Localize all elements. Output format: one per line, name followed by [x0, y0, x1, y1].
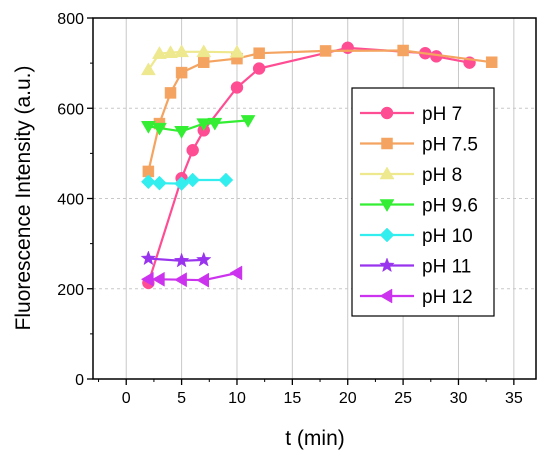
data-point [218, 172, 234, 188]
data-point [174, 44, 190, 58]
legend-label: pH 7.5 [422, 135, 478, 156]
data-point [151, 271, 165, 287]
data-point [140, 121, 156, 134]
legend-label: pH 8 [422, 165, 462, 186]
data-point [164, 87, 177, 99]
data-point [141, 174, 156, 190]
data-point [397, 44, 409, 57]
data-point [140, 250, 157, 266]
y-tick-label: 400 [57, 192, 84, 209]
legend-marker [380, 106, 394, 120]
series-line [147, 49, 492, 172]
axis-layer: 0 5 10 15 20 25 30 35 0 200 400 600 800 [57, 11, 523, 407]
data-point [174, 176, 189, 191]
series-3 [140, 115, 256, 139]
data-point [485, 56, 498, 68]
y-tick-label: 800 [57, 11, 84, 28]
x-tick-label: 0 [122, 390, 131, 407]
legend-marker [379, 227, 395, 243]
data-point [207, 117, 223, 131]
series-4 [141, 172, 234, 191]
legend-entry: pH 7.5 [360, 135, 478, 156]
legend-marker [381, 137, 393, 150]
legend-marker [379, 288, 393, 304]
y-tick-label: 0 [75, 372, 84, 389]
x-axis-title: t (min) [285, 427, 345, 450]
y-tick-label: 600 [57, 101, 84, 118]
data-point [196, 118, 212, 132]
x-tick-label: 35 [505, 390, 523, 407]
data-point [195, 251, 212, 267]
legend-marker [379, 166, 395, 180]
legend-box [351, 87, 495, 317]
data-point [185, 172, 201, 188]
series-2 [140, 44, 245, 76]
data-point [152, 175, 167, 191]
x-tick-label: 15 [283, 390, 301, 407]
legend-entry: pH 11 [360, 257, 471, 278]
data-point [319, 45, 332, 57]
legend-label: pH 10 [422, 226, 473, 247]
x-tick-label: 25 [394, 390, 412, 407]
legend-label: pH 7 [422, 104, 462, 125]
data-point [196, 44, 212, 58]
y-tick-label: 200 [57, 282, 84, 299]
data-point [230, 81, 244, 94]
data-point [152, 122, 167, 136]
series-6 [140, 265, 243, 288]
data-point [186, 143, 199, 157]
x-tick-label: 5 [177, 390, 186, 407]
data-point [174, 272, 187, 288]
legend: pH 7 pH 7.5 pH 8 pH 9.6 pH 10 pH 11 pH 12 [351, 87, 495, 317]
x-tick-label: 20 [339, 390, 357, 407]
series-5 [140, 250, 212, 268]
data-point [341, 41, 354, 55]
legend-label: pH 12 [422, 287, 473, 308]
legend-entry: pH 9.6 [360, 196, 478, 217]
data-point [163, 45, 178, 58]
data-point [196, 272, 209, 288]
y-axis-title: Fluorescence Intensity (a.u.) [12, 66, 35, 331]
series-layer [140, 41, 498, 290]
data-point [175, 66, 188, 79]
legend-entry: pH 8 [360, 165, 462, 186]
data-point [173, 252, 190, 268]
x-tick-label: 30 [450, 390, 468, 407]
data-point [140, 62, 156, 76]
data-point [229, 44, 245, 58]
data-point [174, 126, 190, 139]
data-point [229, 265, 243, 281]
legend-marker [379, 199, 395, 212]
data-point [198, 56, 210, 68]
legend-label: pH 11 [422, 257, 471, 278]
legend-entry: pH 10 [360, 226, 473, 247]
data-point [252, 62, 266, 75]
legend-entry: pH 7 [360, 104, 462, 125]
data-point [152, 46, 167, 59]
data-point [240, 115, 256, 128]
x-tick-label: 10 [228, 390, 246, 407]
legend-label: pH 9.6 [422, 196, 478, 217]
legend-entry: pH 12 [360, 287, 473, 308]
legend-marker [379, 257, 395, 273]
data-point [253, 47, 265, 59]
